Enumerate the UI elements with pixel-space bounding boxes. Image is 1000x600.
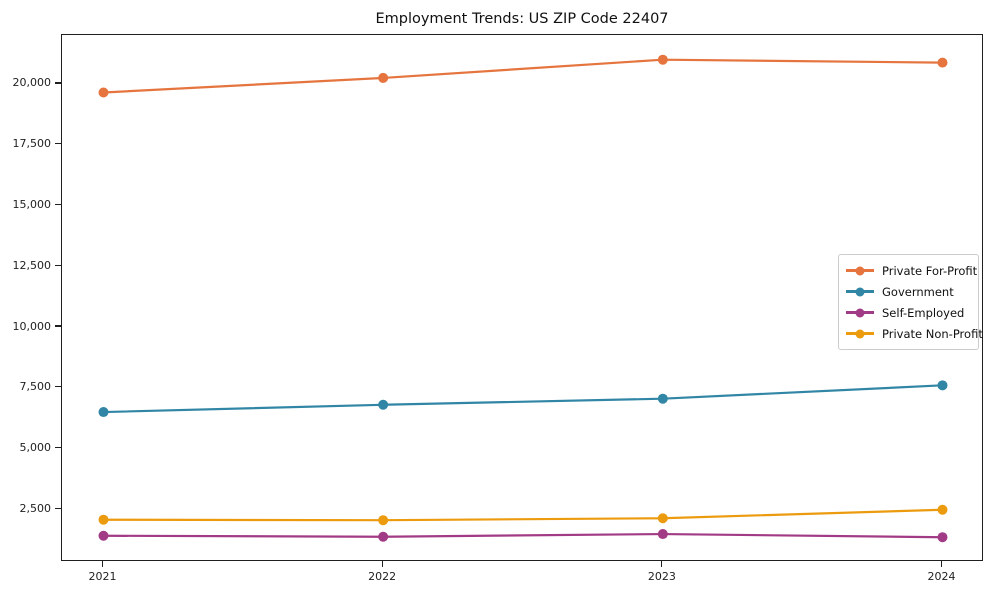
legend: Private For-Profit Government Self-Emplo… (838, 254, 983, 350)
y-tick-mark (55, 507, 61, 509)
data-point-marker (378, 72, 389, 83)
y-tick-mark (55, 143, 61, 145)
legend-dot-icon (855, 308, 865, 317)
line-series-1 (103, 384, 943, 414)
legend-label: Private Non-Profit (882, 326, 983, 341)
data-point-marker (937, 57, 948, 68)
x-tick-mark (101, 561, 104, 567)
data-point-marker (937, 380, 948, 391)
y-tick-label: 5,000 (19, 441, 52, 454)
legend-item: Government (846, 281, 971, 302)
x-tick-mark (661, 561, 663, 567)
x-tick-label: 2023 (647, 570, 676, 583)
legend-line-marker-icon (846, 287, 874, 296)
y-tick-mark (55, 386, 61, 388)
y-tick-mark (55, 264, 61, 266)
data-point-marker (378, 515, 389, 526)
data-point-marker (657, 54, 668, 65)
chart-title: Employment Trends: US ZIP Code 22407 (375, 11, 669, 27)
y-tick-mark (55, 325, 61, 327)
legend-line-marker-icon (846, 329, 874, 338)
y-tick-mark (55, 446, 61, 449)
y-tick-label: 7,500 (19, 380, 52, 394)
data-point-marker (378, 531, 389, 542)
data-point-marker (657, 513, 668, 524)
plot-area: Private For-Profit Government Self-Emplo… (61, 34, 983, 561)
y-tick-label: 15,000 (12, 197, 52, 211)
data-point-marker (98, 87, 109, 98)
legend-dot-icon (855, 287, 865, 296)
data-point-marker (657, 529, 668, 540)
legend-label: Government (882, 284, 954, 299)
x-tick-mark (381, 561, 383, 567)
legend-dot-icon (855, 329, 865, 338)
legend-line-marker-icon (846, 266, 874, 275)
y-tick-label: 17,500 (12, 137, 52, 151)
y-tick-label: 20,000 (12, 76, 52, 90)
line-series-0 (103, 58, 943, 94)
plot-svg (98, 54, 948, 543)
line-series-3 (103, 508, 943, 522)
y-tick-label: 10,000 (12, 319, 52, 333)
data-point-marker (98, 530, 109, 541)
data-point-marker (937, 532, 948, 543)
x-tick-mark (940, 561, 943, 567)
x-tick-label: 2024 (927, 570, 956, 583)
data-point-marker (378, 399, 389, 410)
legend-line-marker-icon (846, 308, 874, 317)
data-point-marker (937, 504, 948, 515)
line-series-2 (103, 532, 943, 539)
legend-item: Private For-Profit (846, 260, 977, 281)
legend-label: Private For-Profit (882, 263, 978, 278)
x-tick-label: 2021 (88, 570, 117, 583)
data-point-marker (657, 393, 668, 404)
data-point-marker (98, 407, 109, 418)
legend-item: Self-Employed (846, 302, 971, 323)
x-tick-label: 2022 (368, 570, 397, 583)
legend-label: Self-Employed (882, 305, 965, 320)
y-tick-label: 12,500 (12, 258, 52, 272)
legend-item: Private Non-Profit (846, 323, 983, 344)
y-tick-mark (55, 203, 61, 206)
y-tick-mark (55, 82, 61, 84)
data-point-marker (98, 514, 109, 525)
legend-dot-icon (855, 266, 865, 275)
y-tick-label: 2,500 (19, 501, 52, 515)
